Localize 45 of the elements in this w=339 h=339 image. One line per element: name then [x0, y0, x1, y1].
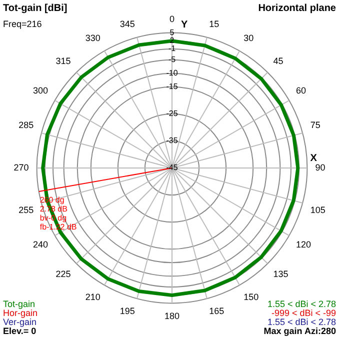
spoke-label: 315	[56, 56, 71, 66]
spoke-label: 120	[296, 239, 312, 250]
text: Y	[181, 20, 188, 31]
spoke-label: 270	[14, 162, 29, 172]
text: Ver-gain	[3, 316, 37, 327]
text: X	[310, 152, 318, 164]
chart-subtitle: Horizontal plane	[258, 2, 336, 14]
text: 1.55 < dBi < 2.78	[267, 316, 336, 327]
y-tick-label: -45	[166, 163, 178, 172]
spoke-label: 300	[32, 85, 48, 96]
spoke-label: 330	[85, 33, 100, 44]
y-tick-label: -15	[166, 82, 178, 92]
spoke-label: 30	[244, 33, 254, 44]
spoke-label: 105	[310, 204, 326, 215]
spoke-label: 180	[164, 311, 180, 322]
y-tick-label: -35	[166, 136, 178, 146]
text: Tot-gain	[3, 298, 36, 309]
spoke-label: 345	[120, 18, 135, 29]
spoke-label: 285	[18, 120, 34, 130]
spoke-label: 255	[18, 204, 34, 215]
spoke-label: 225	[56, 269, 71, 280]
y-tick-label: -10	[166, 68, 178, 78]
y-tick-label: 5	[170, 28, 175, 38]
spoke-label: 0	[169, 14, 175, 24]
y-tick-label: -25	[166, 109, 178, 118]
text: Elev.= 0	[3, 326, 36, 336]
spoke-label: 165	[209, 306, 224, 316]
spoke-label: 90	[315, 162, 326, 172]
y-tick-label: -1	[168, 44, 176, 54]
text: Max gain Azi:280	[264, 326, 336, 336]
y-tick-label: -5	[168, 55, 176, 64]
spoke-label: 150	[244, 292, 259, 302]
text: Hor-gain	[3, 308, 38, 318]
spoke-label: 195	[120, 306, 135, 316]
spoke-label: 75	[310, 120, 320, 130]
spoke-label: 240	[32, 239, 48, 250]
spoke-label: 210	[85, 292, 100, 302]
spoke-label: 15	[209, 18, 220, 29]
spoke-label: 135	[273, 269, 288, 280]
spoke-label: 60	[296, 85, 306, 96]
text: Freq=216	[3, 18, 42, 29]
spoke-label: 45	[273, 56, 284, 66]
text: 1.55 < dBi < 2.78	[267, 298, 336, 309]
text: -999 < dBi < -99	[271, 308, 336, 318]
chart-title: Tot-gain [dBi]	[3, 2, 68, 14]
